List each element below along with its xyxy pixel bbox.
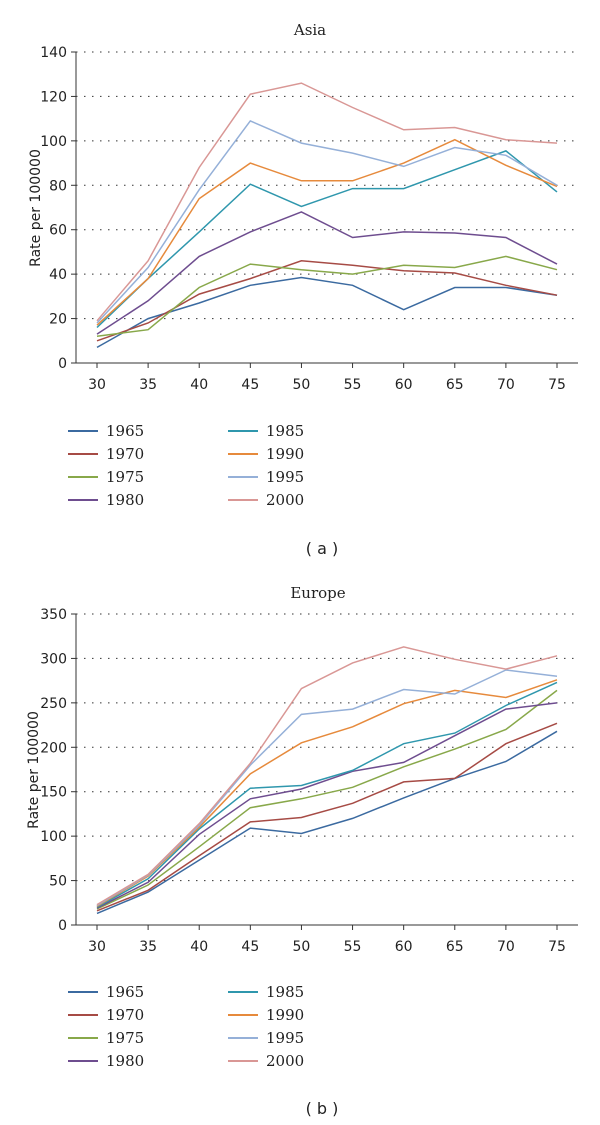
- series-asia: [96, 82, 558, 349]
- legend-label-1965: 1965: [106, 983, 144, 1001]
- x-tick-label: 70: [497, 377, 515, 393]
- x-tick-label: 45: [241, 939, 259, 955]
- legend-europe: 1965 1970 1975 1980 1985 1990 1995 2000: [68, 983, 304, 1070]
- y-tick-label: 50: [49, 874, 67, 890]
- y-axis-label-europe: Rate per 100000: [26, 711, 42, 829]
- y-tick-label: 350: [40, 607, 67, 623]
- legend-label-1980: 1980: [106, 1052, 144, 1070]
- y-tick-label: 80: [49, 178, 67, 194]
- x-tick-label: 75: [548, 377, 566, 393]
- x-tick-label: 30: [88, 939, 106, 955]
- series-line-1995: [96, 669, 558, 907]
- y-tick-label: 140: [40, 45, 67, 61]
- x-tick-label: 30: [88, 377, 106, 393]
- x-tick-label: 65: [446, 939, 464, 955]
- y-tick-label: 300: [40, 651, 67, 667]
- series-line-1980: [96, 211, 558, 335]
- x-tick-label: 55: [344, 377, 362, 393]
- y-tick-label: 120: [40, 89, 67, 105]
- legend-label-2000: 2000: [266, 491, 304, 509]
- caption-b: ( b ): [306, 1099, 339, 1118]
- series-line-1990: [96, 138, 558, 326]
- europe-chart: Europe Rate per 100000 0 50 100 150 200 250 30…: [26, 584, 578, 1118]
- x-tick-label: 50: [293, 377, 311, 393]
- y-tick-label: 100: [40, 134, 67, 150]
- series-line-1990: [96, 679, 558, 907]
- y-tick-label: 100: [40, 829, 67, 845]
- x-tick-label: 65: [446, 377, 464, 393]
- series-line-1995: [96, 119, 558, 324]
- y-tick-label: 60: [49, 223, 67, 239]
- x-tick-label: 75: [548, 939, 566, 955]
- legend-label-1970: 1970: [106, 445, 144, 463]
- x-tick-label: 60: [395, 939, 413, 955]
- legend-label-1990: 1990: [266, 445, 304, 463]
- asia-chart: Asia Rate per 100000 020406080100120140 …: [28, 21, 578, 558]
- series-line-1965: [96, 276, 558, 349]
- y-tick-label: 40: [49, 267, 67, 283]
- legend-label-1970: 1970: [106, 1006, 144, 1024]
- series-line-1970: [96, 260, 558, 342]
- series-line-1975: [96, 689, 558, 910]
- legend-label-1995: 1995: [266, 468, 304, 486]
- x-tick-label: 45: [241, 377, 259, 393]
- y-tick-label: 200: [40, 740, 67, 756]
- legend-label-1985: 1985: [266, 422, 304, 440]
- series-line-1965: [96, 730, 558, 915]
- x-tick-label: 70: [497, 939, 515, 955]
- y-tick-label: 150: [40, 785, 67, 801]
- x-tick-label: 35: [139, 377, 157, 393]
- y-tick-label: 250: [40, 696, 67, 712]
- legend-label-1990: 1990: [266, 1006, 304, 1024]
- x-tick-label: 60: [395, 377, 413, 393]
- legend-asia: 1965 1970 1975 1980 1985 1990 1995 2000: [68, 422, 304, 509]
- gridlines-asia: [76, 51, 578, 320]
- series-line-1985: [96, 150, 558, 329]
- series-line-1975: [96, 255, 558, 338]
- series-europe: [96, 646, 558, 915]
- legend-label-1995: 1995: [266, 1029, 304, 1047]
- x-tick-label: 35: [139, 939, 157, 955]
- legend-label-1965: 1965: [106, 422, 144, 440]
- series-line-1980: [96, 702, 558, 909]
- caption-a: ( a ): [306, 539, 338, 558]
- chart-title-asia: Asia: [293, 21, 326, 39]
- y-axis-label-asia: Rate per 100000: [28, 149, 44, 267]
- series-line-1985: [96, 681, 558, 908]
- series-line-1970: [96, 722, 558, 912]
- gridlines-europe: [76, 613, 578, 882]
- x-tick-label: 50: [293, 939, 311, 955]
- legend-label-1980: 1980: [106, 491, 144, 509]
- legend-label-2000: 2000: [266, 1052, 304, 1070]
- legend-label-1985: 1985: [266, 983, 304, 1001]
- y-tick-label: 0: [58, 356, 67, 372]
- y-tick-label: 20: [49, 312, 67, 328]
- x-ticks-asia: 30 35 40 45 50 55 60 65 70 75: [88, 363, 566, 393]
- x-tick-label: 40: [190, 939, 208, 955]
- legend-label-1975: 1975: [106, 468, 144, 486]
- x-tick-label: 55: [344, 939, 362, 955]
- y-tick-label: 0: [58, 918, 67, 934]
- y-ticks-asia: 0 20 40 60 80 100 120 140: [40, 45, 76, 372]
- legend-label-1975: 1975: [106, 1029, 144, 1047]
- y-ticks-europe: 0 50 100 150 200 250 300 350: [40, 607, 76, 934]
- x-tick-label: 40: [190, 377, 208, 393]
- x-ticks-europe: 30 35 40 45 50 55 60 65 70 75: [88, 925, 566, 955]
- chart-title-europe: Europe: [290, 584, 345, 602]
- series-line-2000: [96, 646, 558, 906]
- series-line-2000: [96, 82, 558, 322]
